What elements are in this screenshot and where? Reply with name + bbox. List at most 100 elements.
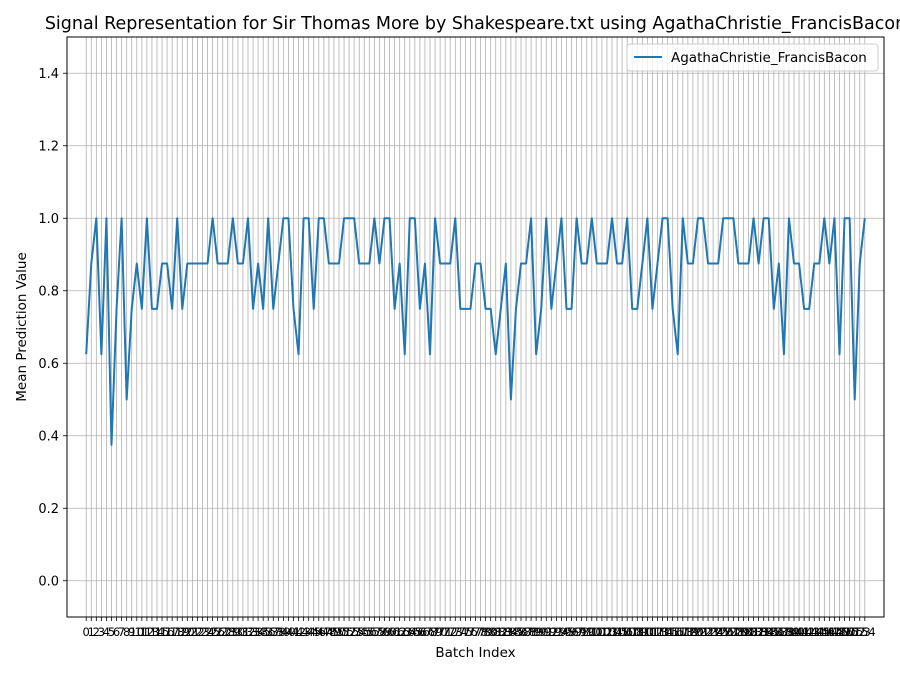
x-tick-label: 119: [677, 625, 699, 639]
x-tick-label: 109: [626, 625, 648, 639]
x-tick-label: 8: [123, 625, 130, 639]
x-tick-label: 77: [468, 625, 483, 639]
x-tick-label: 104: [601, 625, 623, 639]
x-tick-label: 71: [438, 625, 453, 639]
x-tick-label: 27: [215, 625, 230, 639]
x-tick-label: 136: [763, 625, 785, 639]
x-tick-label: 76: [463, 625, 478, 639]
x-tick-label: 50: [332, 625, 347, 639]
x-tick-label: 40: [281, 625, 296, 639]
x-tick-label: 85: [509, 625, 524, 639]
x-tick-label: 80: [483, 625, 498, 639]
x-tick-label: 60: [382, 625, 397, 639]
x-tick-label: 150: [834, 625, 856, 639]
x-tick-label: 5: [108, 625, 115, 639]
x-tick-label: 145: [808, 625, 830, 639]
x-tick-label: 100: [581, 625, 603, 639]
x-tick-label: 46: [311, 625, 326, 639]
plot-frame: [66, 36, 885, 618]
x-tick-label: 139: [778, 625, 800, 639]
x-tick-label: 133: [748, 625, 770, 639]
x-tick-label: 88: [524, 625, 539, 639]
x-axis-label: Batch Index: [435, 645, 515, 661]
x-tick-label: 73: [448, 625, 463, 639]
x-tick-label: 123: [697, 625, 719, 639]
y-tick-label: 1.2: [38, 139, 59, 154]
x-tick-label: 57: [367, 625, 382, 639]
x-tick-label: 21: [185, 625, 200, 639]
x-tick-label: 53: [347, 625, 362, 639]
series-line: [85, 217, 866, 446]
x-tick-label: 13: [145, 625, 160, 639]
x-tick-label: 19: [175, 625, 190, 639]
x-tick-label: 65: [408, 625, 423, 639]
x-tick-label: 43: [296, 625, 311, 639]
x-tick-label: 125: [707, 625, 729, 639]
x-tick-label: 2: [93, 625, 100, 639]
x-tick-label: 117: [667, 625, 689, 639]
x-tick-label: 31: [236, 625, 251, 639]
x-tick-label: 129: [727, 625, 749, 639]
axis-ticks: 0123456789101112131415161718192021222324…: [38, 67, 875, 639]
x-tick-label: 29: [226, 625, 241, 639]
x-tick-label: 122: [692, 625, 714, 639]
x-tick-label: 146: [813, 625, 835, 639]
x-tick-label: 113: [647, 625, 669, 639]
y-axis-label: Mean Prediction Value: [14, 252, 30, 402]
x-tick-label: 69: [428, 625, 443, 639]
x-tick-label: 17: [165, 625, 180, 639]
legend: AgathaChristie_FrancisBacon: [626, 43, 879, 72]
x-tick-label: 130: [732, 625, 754, 639]
x-tick-label: 143: [798, 625, 820, 639]
x-tick-label: 127: [717, 625, 739, 639]
x-tick-label: 147: [818, 625, 840, 639]
x-tick-label: 16: [160, 625, 175, 639]
x-tick-label: 137: [768, 625, 790, 639]
x-tick-label: 152: [844, 625, 866, 639]
x-tick-label: 47: [317, 625, 332, 639]
y-tick-label: 0.0: [38, 574, 59, 589]
x-tick-label: 15: [155, 625, 170, 639]
x-tick-label: 30: [231, 625, 246, 639]
x-tick-label: 7: [118, 625, 125, 639]
x-tick-label: 115: [657, 625, 679, 639]
series-layer: [85, 217, 866, 446]
x-tick-label: 103: [596, 625, 618, 639]
x-tick-label: 28: [220, 625, 235, 639]
x-tick-label: 70: [433, 625, 448, 639]
x-tick-label: 102: [591, 625, 613, 639]
x-tick-label: 144: [803, 625, 825, 639]
x-tick-label: 64: [402, 625, 417, 639]
x-tick-label: 151: [839, 625, 861, 639]
y-tick-label: 0.4: [38, 429, 59, 444]
x-tick-label: 10: [129, 625, 144, 639]
x-tick-label: 87: [519, 625, 534, 639]
x-tick-label: 96: [564, 625, 579, 639]
x-tick-label: 101: [586, 625, 608, 639]
y-tick-label: 0.2: [38, 502, 59, 517]
x-tick-label: 26: [210, 625, 225, 639]
x-tick-label: 99: [579, 625, 594, 639]
y-tick-label: 0.8: [38, 284, 59, 299]
x-tick-label: 83: [499, 625, 514, 639]
x-tick-label: 93: [549, 625, 564, 639]
legend-label: AgathaChristie_FrancisBacon: [671, 50, 867, 66]
x-tick-label: 112: [641, 625, 663, 639]
x-tick-label: 141: [788, 625, 810, 639]
x-tick-label: 134: [753, 625, 775, 639]
x-tick-label: 22: [190, 625, 205, 639]
x-tick-label: 135: [758, 625, 780, 639]
x-tick-label: 74: [453, 625, 468, 639]
x-tick-label: 95: [559, 625, 574, 639]
y-tick-label: 0.6: [38, 357, 59, 372]
x-tick-label: 86: [514, 625, 529, 639]
x-tick-label: 81: [488, 625, 503, 639]
x-tick-label: 120: [682, 625, 704, 639]
x-tick-label: 114: [652, 625, 674, 639]
x-tick-label: 1: [88, 625, 95, 639]
x-tick-label: 14: [150, 625, 165, 639]
x-tick-label: 78: [473, 625, 488, 639]
x-tick-label: 98: [574, 625, 589, 639]
x-tick-label: 0: [83, 625, 90, 639]
x-tick-label: 9: [128, 625, 135, 639]
